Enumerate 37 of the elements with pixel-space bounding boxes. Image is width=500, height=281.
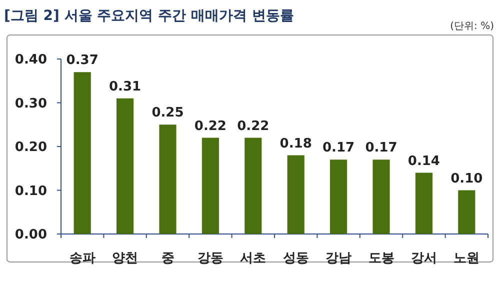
chart-title: [그림 2] 서울 주요지역 주간 매매가격 변동률 bbox=[4, 8, 294, 24]
data-label: 0.25 bbox=[152, 106, 184, 121]
x-tick-label: 성동 bbox=[282, 251, 309, 266]
data-label: 0.22 bbox=[237, 118, 270, 134]
bar bbox=[74, 72, 91, 234]
bar bbox=[372, 160, 390, 234]
data-label: 0.14 bbox=[408, 154, 440, 169]
bar bbox=[116, 98, 134, 234]
bar bbox=[244, 138, 262, 234]
data-label: 0.37 bbox=[66, 53, 98, 68]
data-label: 0.17 bbox=[365, 140, 398, 156]
bar bbox=[330, 160, 348, 234]
data-label: 0.22 bbox=[194, 118, 226, 134]
bar bbox=[415, 172, 432, 234]
data-label: 0.31 bbox=[109, 79, 142, 94]
bar bbox=[458, 190, 476, 234]
data-label: 0.17 bbox=[322, 140, 355, 156]
x-tick-label: 강동 bbox=[197, 251, 224, 266]
x-tick-label: 송파 bbox=[69, 251, 96, 266]
y-tick-label: 0.00 bbox=[14, 228, 47, 243]
x-tick-label: 중 bbox=[161, 251, 174, 266]
x-tick-label: 서초 bbox=[240, 251, 266, 266]
bar bbox=[287, 155, 304, 234]
x-tick-label: 강서 bbox=[410, 251, 437, 266]
x-tick-label: 도봉 bbox=[368, 251, 394, 266]
y-tick-label: 0.10 bbox=[14, 184, 47, 199]
y-tick-label: 0.40 bbox=[14, 52, 47, 68]
data-label: 0.10 bbox=[450, 171, 483, 186]
x-tick-label: 강남 bbox=[326, 251, 352, 266]
x-tick-label: 양천 bbox=[112, 251, 138, 266]
bar bbox=[159, 124, 176, 234]
data-label: 0.18 bbox=[280, 136, 312, 152]
bar bbox=[202, 138, 219, 234]
y-tick-label: 0.30 bbox=[14, 96, 47, 112]
y-tick-label: 0.20 bbox=[14, 140, 47, 156]
x-tick-label: 노원 bbox=[454, 251, 480, 266]
text: (단위: %) bbox=[450, 21, 494, 32]
